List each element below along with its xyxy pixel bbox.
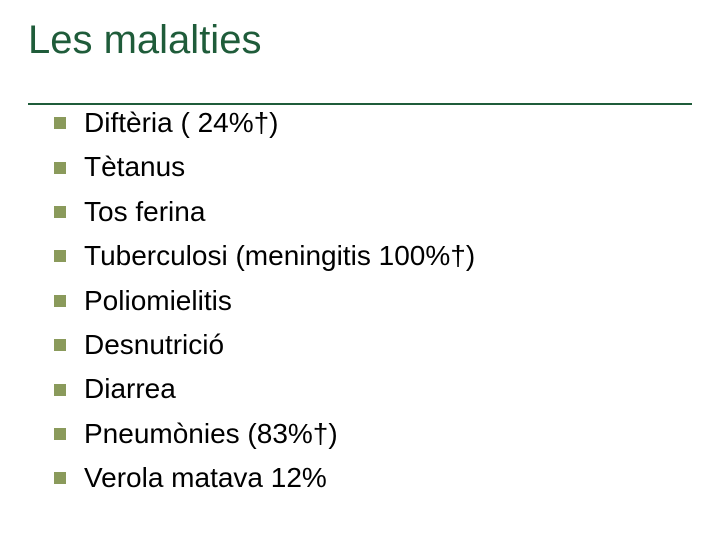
- square-bullet-icon: [54, 250, 66, 262]
- list-item: Pneumònies (83%†): [54, 416, 692, 452]
- list-item-text: Diftèria ( 24%†): [84, 105, 279, 141]
- list-item: Desnutrició: [54, 327, 692, 363]
- square-bullet-icon: [54, 472, 66, 484]
- list-item: Diarrea: [54, 371, 692, 407]
- slide: Les malalties Diftèria ( 24%†) Tètanus T…: [0, 0, 720, 540]
- list-item-text: Verola matava 12%: [84, 460, 327, 496]
- list-item-text: Pneumònies (83%†): [84, 416, 338, 452]
- list-item: Tos ferina: [54, 194, 692, 230]
- list-item-text: Poliomielitis: [84, 283, 232, 319]
- disease-list: Diftèria ( 24%†) Tètanus Tos ferina Tube…: [28, 105, 692, 497]
- square-bullet-icon: [54, 117, 66, 129]
- list-item: Diftèria ( 24%†): [54, 105, 692, 141]
- list-item: Poliomielitis: [54, 283, 692, 319]
- list-item: Verola matava 12%: [54, 460, 692, 496]
- square-bullet-icon: [54, 428, 66, 440]
- list-item-text: Desnutrició: [84, 327, 224, 363]
- slide-title: Les malalties: [28, 18, 692, 73]
- list-item: Tuberculosi (meningitis 100%†): [54, 238, 692, 274]
- square-bullet-icon: [54, 206, 66, 218]
- list-item-text: Tètanus: [84, 149, 185, 185]
- list-item: Tètanus: [54, 149, 692, 185]
- list-item-text: Tos ferina: [84, 194, 205, 230]
- square-bullet-icon: [54, 339, 66, 351]
- list-item-text: Diarrea: [84, 371, 176, 407]
- list-item-text: Tuberculosi (meningitis 100%†): [84, 238, 475, 274]
- square-bullet-icon: [54, 295, 66, 307]
- square-bullet-icon: [54, 384, 66, 396]
- square-bullet-icon: [54, 162, 66, 174]
